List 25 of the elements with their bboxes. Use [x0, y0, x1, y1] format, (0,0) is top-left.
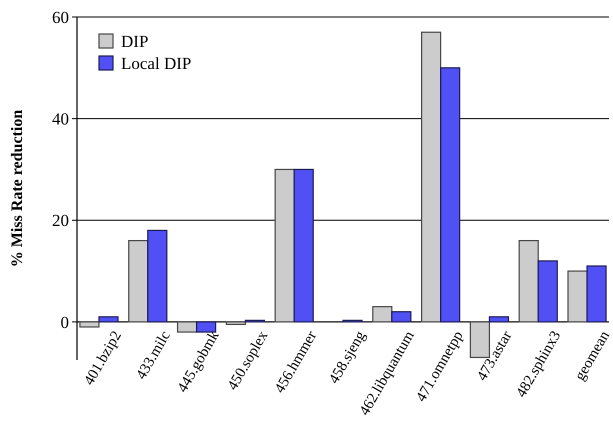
bar: [391, 311, 412, 322]
bar: [98, 316, 119, 322]
bar: [440, 67, 460, 322]
y-tick-label: 60: [52, 8, 69, 27]
bar: [196, 321, 216, 333]
bar: [586, 265, 607, 322]
bar: [226, 321, 246, 326]
y-tick-label: 20: [52, 211, 69, 230]
y-tick-label: 0: [60, 312, 69, 332]
bar: [420, 32, 442, 322]
y-tick-label: 40: [52, 110, 69, 129]
y-axis-title: % Miss Rate reduction: [9, 110, 26, 268]
bar: [176, 321, 198, 333]
bar: [538, 260, 558, 322]
bar: [294, 168, 314, 322]
bar: [372, 306, 392, 322]
bar: [518, 240, 539, 322]
bar: [147, 230, 168, 322]
bar: [128, 240, 148, 322]
legend-label: DIP: [121, 32, 148, 51]
bar: [79, 321, 100, 328]
legend-label: Local DIP: [121, 54, 192, 73]
bar: [567, 270, 588, 322]
bar: [274, 168, 295, 322]
bar: [488, 316, 510, 322]
